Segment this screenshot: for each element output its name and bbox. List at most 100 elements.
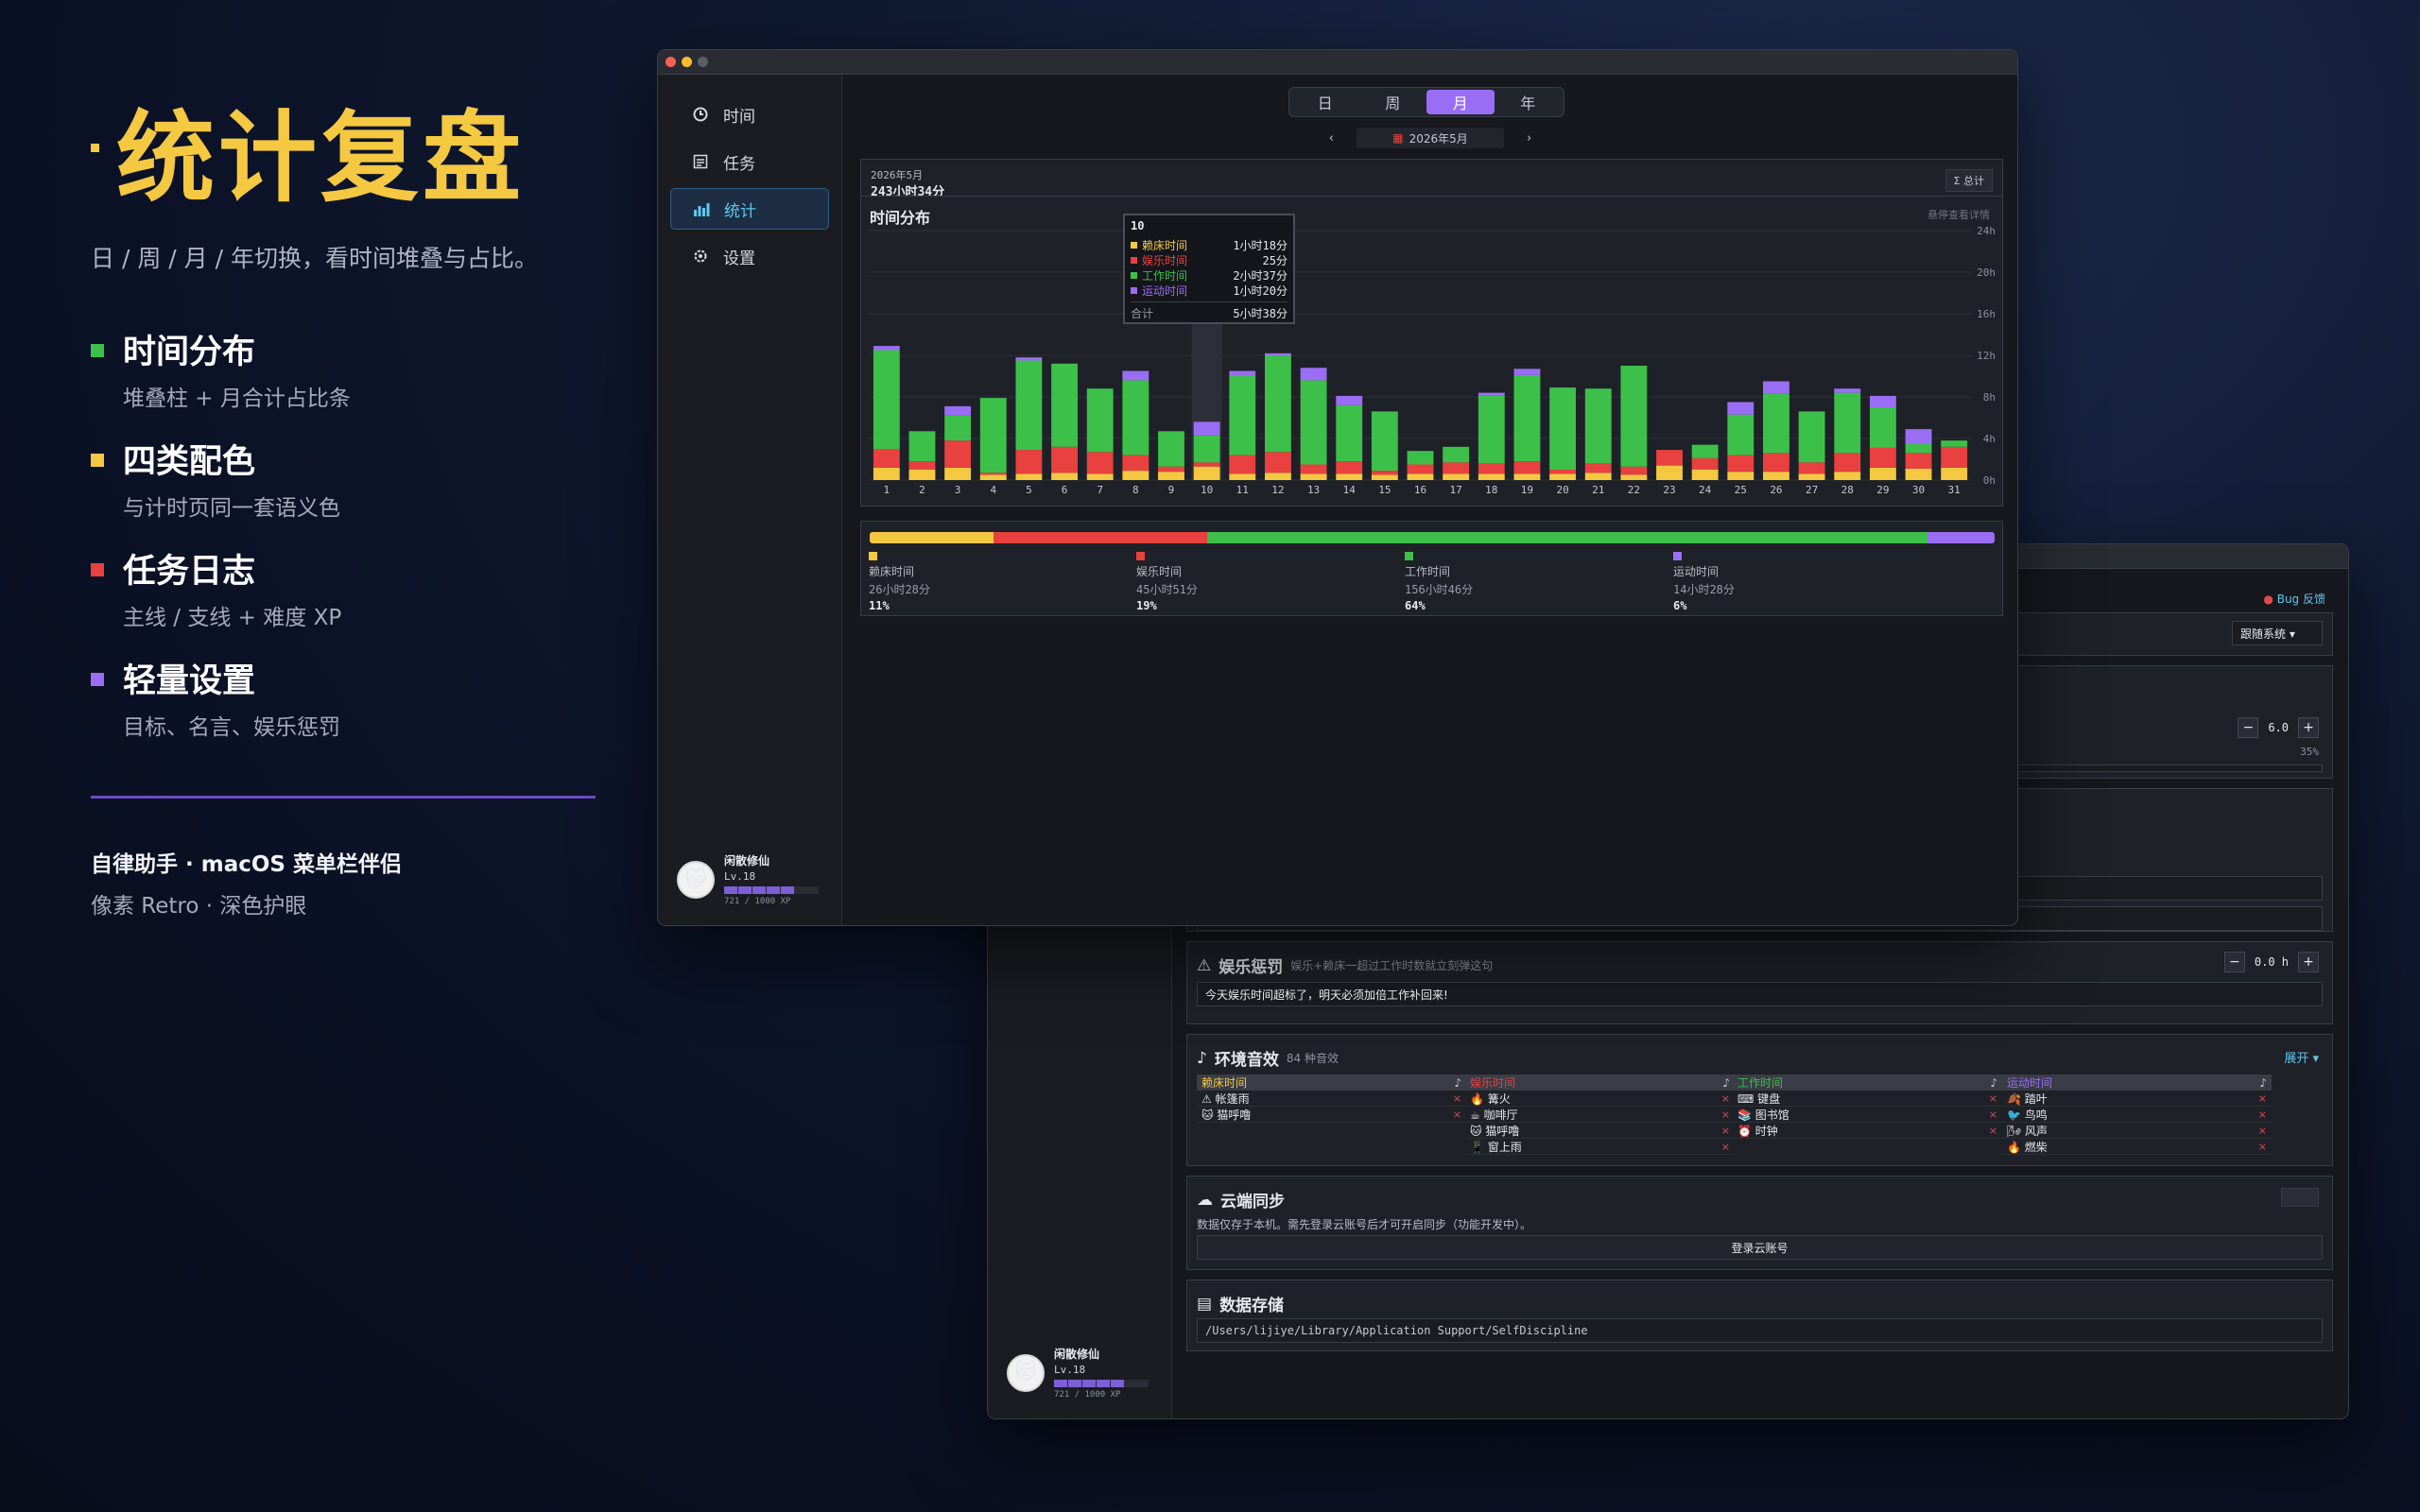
bar-segment (1015, 473, 1043, 480)
sound-item[interactable]: ☕ 咖啡厅 × (1465, 1107, 1735, 1123)
sidebar-item-tasks[interactable]: 任务 (670, 141, 829, 182)
bar-segment (1407, 464, 1434, 474)
sound-item[interactable]: 🔥 篝火 × (1465, 1091, 1735, 1107)
bar-segment (944, 440, 972, 468)
x-tick-label: 14 (1343, 484, 1357, 496)
gear-icon (691, 247, 710, 266)
plus-button[interactable]: + (2298, 717, 2319, 738)
storage-icon: ▤ (1197, 1294, 1213, 1314)
y-tick-label: 16h (1977, 308, 1996, 320)
bar-segment (1905, 468, 1932, 480)
profile-name: 闲散修仙 (724, 854, 770, 868)
theme-select[interactable]: 跟随系统 ▾ (2232, 621, 2323, 645)
bar-segment (1727, 472, 1754, 480)
sidebar-item-stats[interactable]: 统计 (670, 188, 829, 230)
sound-label: ⏰ 时钟 (1737, 1124, 1778, 1138)
bar-segment (873, 346, 900, 351)
storage-path[interactable]: /Users/lijiye/Library/Application Suppor… (1197, 1318, 2323, 1343)
date-label: 2026年5月 (1409, 131, 1468, 146)
date-picker[interactable]: ▦ 2026年5月 (1357, 128, 1504, 148)
penalty-text-input[interactable]: 今天娱乐时间超标了，明天必须加倍工作补回来! (1197, 982, 2323, 1006)
zoom-button[interactable] (698, 57, 708, 67)
sound-item[interactable]: 🐦 鸟鸣 × (2002, 1107, 2272, 1123)
legend-name: 赖床时间 (869, 565, 915, 578)
remove-icon[interactable]: × (2257, 1091, 2267, 1105)
remove-icon[interactable]: × (1720, 1140, 1730, 1153)
tab-month[interactable]: 月 (1426, 90, 1495, 114)
penalty-title: ⚠ 娱乐惩罚 娱乐+赖床一超过工作时数就立刻弹这句 (1197, 955, 1494, 978)
remove-icon[interactable]: × (1720, 1124, 1730, 1137)
xp-text: 721 / 1000 XP (724, 897, 791, 906)
profile-card[interactable]: 🐱 闲散修仙 Lv.18 721 / 1000 XP (1007, 1346, 1149, 1400)
remove-icon[interactable]: × (1988, 1124, 1997, 1137)
minimize-button[interactable] (682, 57, 692, 67)
sound-label: 🐦 鸟鸣 (2007, 1108, 2048, 1122)
remove-icon[interactable]: × (2257, 1140, 2267, 1153)
remove-icon[interactable]: × (2257, 1124, 2267, 1137)
remove-icon[interactable]: × (1720, 1091, 1730, 1105)
bar-segment (1798, 462, 1825, 474)
expand-button[interactable]: 展开 ▾ (2284, 1052, 2319, 1066)
prev-period-button[interactable]: ‹ (1328, 130, 1334, 146)
sound-label: 🌬 风声 (2007, 1124, 2048, 1138)
minus-button[interactable]: − (2223, 952, 2245, 972)
bar-segment (1869, 467, 1896, 480)
title-dot-icon (91, 144, 99, 152)
sidebar-item-settings[interactable]: 设置 (670, 235, 829, 277)
sound-item[interactable]: 📱 窗上雨 × (1465, 1139, 1735, 1155)
sound-label: 🍂 踏叶 (2007, 1091, 2048, 1106)
cloud-toggle[interactable] (2281, 1188, 2319, 1207)
bar-segment (1336, 473, 1363, 480)
close-button[interactable] (666, 57, 676, 67)
minus-button[interactable]: − (2238, 717, 2259, 738)
plus-button[interactable]: + (2298, 952, 2319, 972)
bar-segment (1478, 473, 1505, 480)
sound-item[interactable]: 🐱 猫呼噜 × (1197, 1107, 1466, 1123)
tab-year[interactable]: 年 (1520, 94, 1536, 112)
y-tick-label: 20h (1977, 266, 1996, 279)
login-cloud-button[interactable]: 登录云账号 (1197, 1235, 2323, 1260)
bar-segment (1300, 473, 1327, 480)
bar-segment (1549, 473, 1577, 480)
bar-segment (1834, 453, 1861, 472)
sound-item[interactable]: 🔥 燃柴 × (2002, 1139, 2272, 1155)
bar-segment (1371, 411, 1398, 472)
remove-icon[interactable]: × (1452, 1091, 1461, 1105)
sound-item[interactable]: ⏰ 时钟 × (1733, 1123, 2002, 1139)
remove-icon[interactable]: × (1720, 1108, 1730, 1121)
x-tick-label: 28 (1841, 484, 1854, 496)
sound-item[interactable]: 📚 图书馆 × (1733, 1107, 2002, 1123)
remove-icon[interactable]: × (1988, 1108, 1997, 1121)
x-tick-label: 27 (1806, 484, 1818, 496)
tooltip-row: 娱乐时间 25分 (1131, 252, 1288, 267)
remove-icon[interactable]: × (2257, 1108, 2267, 1121)
remove-icon[interactable]: × (1988, 1091, 1997, 1105)
x-tick-label: 30 (1912, 484, 1925, 496)
bar-segment (1798, 473, 1825, 480)
sound-item[interactable]: 🌬 风声 × (2002, 1123, 2272, 1139)
sound-category-name: 赖床时间 (1201, 1076, 1248, 1090)
feedback-link[interactable]: ● Bug 反馈 (2263, 591, 2325, 607)
next-period-button[interactable]: › (1527, 130, 1532, 146)
x-tick-label: 25 (1735, 484, 1747, 496)
login-cloud-label: 登录云账号 (1731, 1241, 1789, 1255)
feature-item: 任务日志 主线 / 支线 + 难度 XP (91, 552, 620, 631)
sidebar-item-time[interactable]: 时间 (670, 94, 829, 135)
total-button[interactable]: Σ 总计 (1945, 169, 1993, 192)
remove-icon[interactable]: × (1452, 1108, 1461, 1121)
sidebar-item-label: 统计 (724, 201, 756, 221)
profile-card[interactable]: 🐱 闲散修仙 Lv.18 721 / 1000 XP (677, 852, 819, 906)
sound-item[interactable]: 🍂 踏叶 × (2002, 1091, 2272, 1107)
music-note-icon: ♪ (2259, 1075, 2267, 1090)
sound-item[interactable]: ⌨ 键盘 × (1733, 1091, 2002, 1107)
xp-text: 721 / 1000 XP (1054, 1390, 1121, 1400)
bar-segment (979, 472, 1007, 475)
y-tick-label: 4h (1983, 433, 1996, 445)
tab-day[interactable]: 日 (1317, 94, 1333, 112)
tab-week[interactable]: 周 (1385, 94, 1401, 112)
sound-column-header: 赖床时间 ♪ (1197, 1074, 1466, 1091)
sound-item[interactable]: 🐱 猫呼噜 × (1465, 1123, 1735, 1139)
sound-item[interactable]: ⚠ 帐篷雨 × (1197, 1091, 1466, 1107)
sound-label: 📚 图书馆 (1737, 1108, 1789, 1122)
